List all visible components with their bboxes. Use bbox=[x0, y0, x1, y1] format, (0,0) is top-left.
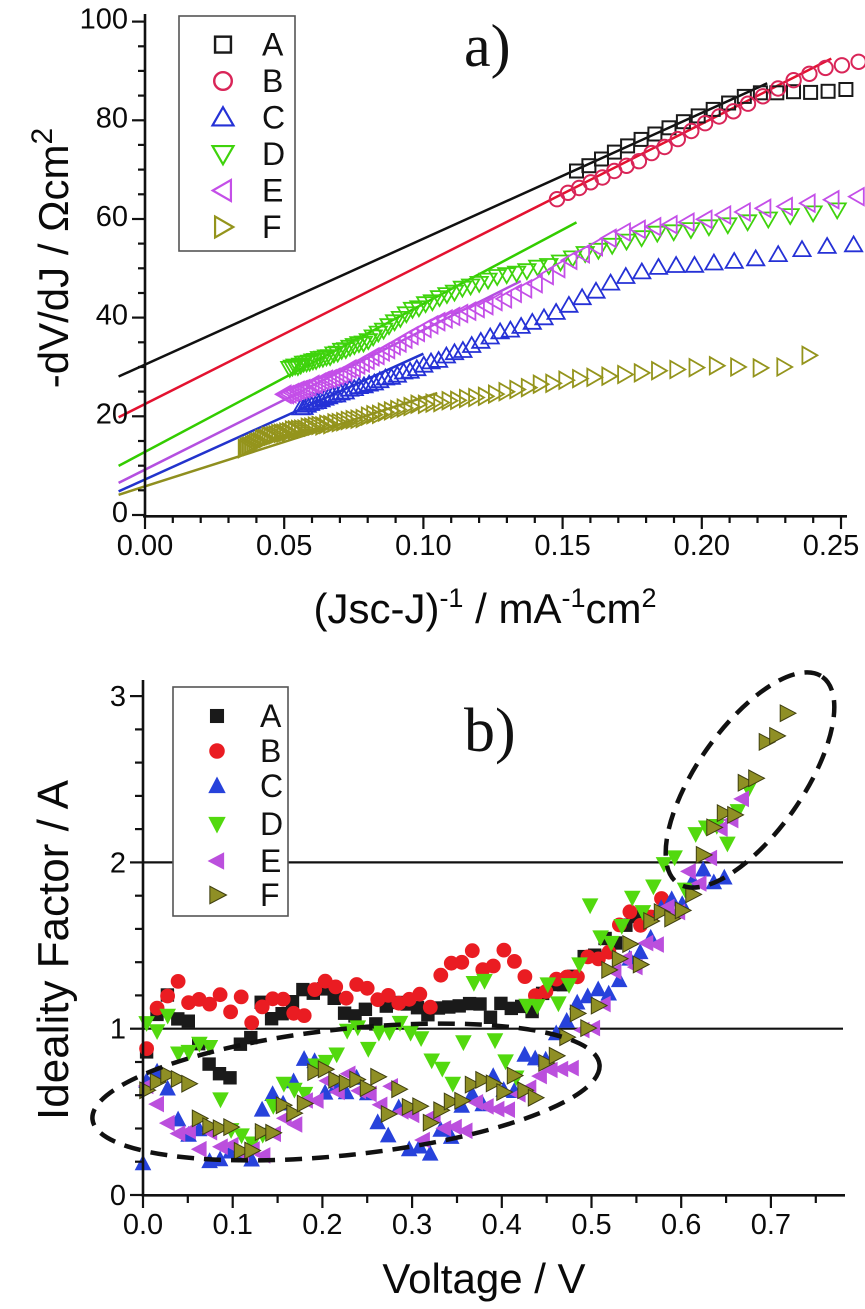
svg-text:0.6: 0.6 bbox=[661, 1209, 701, 1241]
svg-text:A: A bbox=[262, 27, 284, 63]
svg-text:80: 80 bbox=[96, 102, 128, 134]
svg-text:40: 40 bbox=[96, 300, 128, 332]
svg-text:0.4: 0.4 bbox=[482, 1209, 522, 1241]
svg-text:a): a) bbox=[464, 13, 511, 79]
svg-text:0.1: 0.1 bbox=[213, 1209, 253, 1241]
svg-text:0.7: 0.7 bbox=[751, 1209, 791, 1241]
svg-text:0.0: 0.0 bbox=[123, 1209, 163, 1241]
svg-text:0.3: 0.3 bbox=[392, 1209, 432, 1241]
svg-text:60: 60 bbox=[96, 201, 128, 233]
svg-text:F: F bbox=[262, 209, 282, 245]
svg-text:Voltage / V: Voltage / V bbox=[382, 1255, 585, 1302]
svg-text:(Jsc-J)-1 / mA-1cm2: (Jsc-J)-1 / mA-1cm2 bbox=[313, 583, 656, 632]
svg-text:B: B bbox=[262, 63, 283, 99]
svg-text:E: E bbox=[262, 173, 283, 209]
svg-text:B: B bbox=[260, 733, 281, 769]
svg-text:E: E bbox=[260, 843, 281, 879]
svg-text:b): b) bbox=[464, 697, 516, 765]
svg-text:1: 1 bbox=[110, 1014, 126, 1046]
svg-text:0.05: 0.05 bbox=[256, 530, 312, 562]
svg-text:C: C bbox=[262, 100, 285, 136]
svg-text:0.5: 0.5 bbox=[571, 1209, 611, 1241]
svg-text:100: 100 bbox=[80, 4, 128, 36]
svg-text:F: F bbox=[260, 877, 280, 913]
svg-text:3: 3 bbox=[110, 681, 126, 713]
svg-text:A: A bbox=[260, 698, 282, 734]
svg-text:0.25: 0.25 bbox=[803, 530, 859, 562]
svg-text:D: D bbox=[260, 806, 283, 842]
svg-text:0.15: 0.15 bbox=[534, 530, 590, 562]
svg-text:C: C bbox=[260, 768, 283, 804]
svg-text:0.00: 0.00 bbox=[117, 530, 173, 562]
svg-text:20: 20 bbox=[96, 398, 128, 430]
svg-text:0: 0 bbox=[112, 497, 128, 529]
svg-text:0.20: 0.20 bbox=[674, 530, 730, 562]
svg-text:0: 0 bbox=[110, 1180, 126, 1212]
svg-text:2: 2 bbox=[110, 847, 126, 879]
svg-text:0.2: 0.2 bbox=[302, 1209, 342, 1241]
svg-text:-dV/dJ / Ωcm2: -dV/dJ / Ωcm2 bbox=[26, 128, 77, 388]
svg-text:D: D bbox=[262, 136, 285, 172]
svg-text:Ideality Factor / A: Ideality Factor / A bbox=[29, 779, 78, 1120]
svg-text:0.10: 0.10 bbox=[395, 530, 451, 562]
